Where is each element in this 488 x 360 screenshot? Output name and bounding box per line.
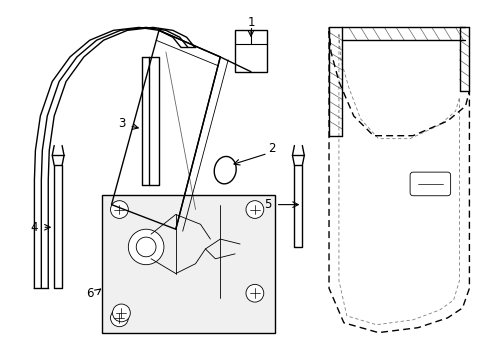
- Circle shape: [110, 201, 128, 219]
- Text: 5: 5: [264, 198, 271, 211]
- Circle shape: [245, 201, 263, 219]
- Ellipse shape: [214, 157, 236, 184]
- Text: 2: 2: [267, 142, 275, 155]
- Bar: [102, 195, 274, 333]
- Text: 4: 4: [31, 221, 38, 234]
- Text: 6: 6: [86, 287, 93, 300]
- FancyBboxPatch shape: [409, 172, 450, 196]
- Bar: [235, 30, 266, 72]
- Circle shape: [112, 304, 130, 322]
- Text: 1: 1: [246, 16, 254, 29]
- Text: 3: 3: [118, 117, 125, 130]
- Circle shape: [136, 237, 156, 257]
- Circle shape: [245, 284, 263, 302]
- Circle shape: [128, 229, 163, 265]
- Circle shape: [110, 309, 128, 327]
